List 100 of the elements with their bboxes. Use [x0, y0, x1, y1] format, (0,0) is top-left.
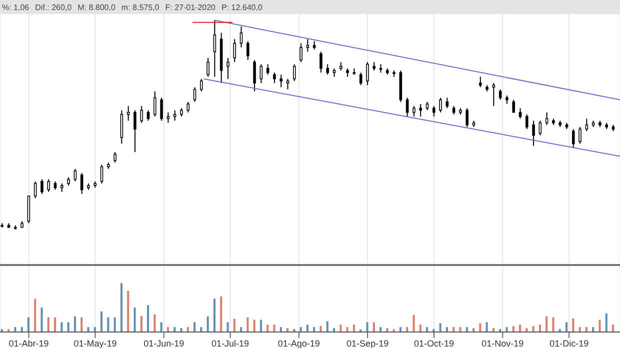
candlestick — [266, 64, 270, 76]
bar — [134, 308, 136, 332]
candlestick — [578, 126, 582, 144]
bar — [80, 317, 83, 332]
candlestick — [160, 97, 163, 122]
bar — [598, 320, 601, 332]
bar — [472, 328, 475, 332]
bar — [406, 327, 408, 332]
bar — [412, 314, 415, 332]
bar — [147, 305, 150, 332]
candlestick — [466, 108, 468, 128]
candlestick — [120, 110, 124, 144]
candlestick — [419, 103, 422, 118]
candlestick — [100, 164, 104, 184]
candlestick — [412, 106, 416, 118]
bar — [380, 327, 382, 332]
bar — [313, 327, 316, 332]
bar — [333, 328, 336, 332]
bar — [300, 327, 302, 332]
text: m: 8.575,0 — [121, 2, 160, 12]
bar — [120, 283, 122, 332]
candlestick — [366, 62, 369, 86]
bar — [20, 327, 23, 332]
candlestick — [134, 110, 136, 153]
candlestick — [213, 20, 216, 78]
bar — [320, 326, 322, 332]
bar — [546, 316, 548, 332]
candlestick — [478, 76, 482, 88]
x-tick-label: 01-Jul-19 — [212, 338, 250, 348]
candlestick — [446, 97, 449, 109]
bar — [266, 324, 269, 332]
x-tick-label: 01-Sep-19 — [346, 338, 389, 348]
candlestick — [280, 74, 282, 88]
candlestick — [200, 78, 203, 92]
bar — [94, 327, 96, 332]
bar — [174, 327, 176, 332]
bar — [552, 317, 554, 332]
bar — [213, 298, 216, 332]
bar — [419, 324, 422, 332]
bar — [273, 324, 276, 332]
bar — [479, 323, 482, 332]
bar — [459, 327, 462, 332]
candlestick — [80, 172, 84, 194]
candlestick — [233, 38, 236, 63]
candlestick — [572, 128, 575, 148]
bar — [87, 327, 90, 332]
candlestick — [518, 108, 522, 120]
x-tick-label: 01-Ago-19 — [278, 338, 320, 348]
x-tick-label: 01-Oct-19 — [414, 338, 454, 348]
candlestick — [166, 112, 170, 124]
bar — [186, 327, 189, 332]
candlestick — [206, 57, 210, 78]
candlestick — [246, 40, 250, 61]
bar — [340, 324, 342, 332]
bar — [466, 327, 468, 332]
bar — [446, 327, 448, 332]
text: M: 8.800,0 — [78, 2, 116, 12]
bar — [200, 327, 202, 332]
candlestick — [186, 101, 190, 113]
bar — [486, 322, 488, 332]
bar — [372, 322, 375, 332]
bar — [352, 324, 355, 332]
candlestick — [525, 114, 528, 130]
candlestick — [585, 118, 588, 132]
bar — [160, 322, 162, 332]
bar — [280, 327, 282, 332]
bar — [47, 317, 50, 332]
bar — [107, 317, 110, 332]
candlestick — [286, 78, 290, 90]
bar — [452, 327, 455, 332]
bar — [592, 327, 594, 332]
bar — [206, 316, 209, 332]
x-tick-label: 01-May-19 — [74, 338, 117, 348]
candlestick — [532, 120, 535, 146]
candlestick — [47, 178, 50, 192]
bar — [578, 327, 581, 332]
candlestick — [114, 152, 116, 164]
bar — [585, 327, 588, 332]
bar — [612, 324, 614, 332]
candlestick — [226, 57, 230, 80]
bar — [399, 327, 402, 332]
text: %: 1,06 — [2, 2, 30, 12]
bar — [366, 322, 368, 332]
bar — [566, 322, 568, 332]
candlestick — [260, 64, 263, 84]
candlestick — [512, 99, 515, 113]
text: Dif.: 260,0 — [35, 2, 72, 12]
bar — [14, 327, 16, 332]
bar — [154, 314, 156, 332]
bar — [60, 322, 63, 332]
bar — [194, 322, 196, 332]
candlestick — [173, 110, 176, 122]
candlestick — [253, 60, 256, 92]
candlestick — [153, 90, 156, 118]
bar — [166, 327, 169, 332]
bar — [426, 327, 428, 332]
bar — [27, 317, 30, 332]
bar — [439, 323, 442, 332]
bar — [220, 296, 222, 332]
bar — [180, 328, 182, 332]
